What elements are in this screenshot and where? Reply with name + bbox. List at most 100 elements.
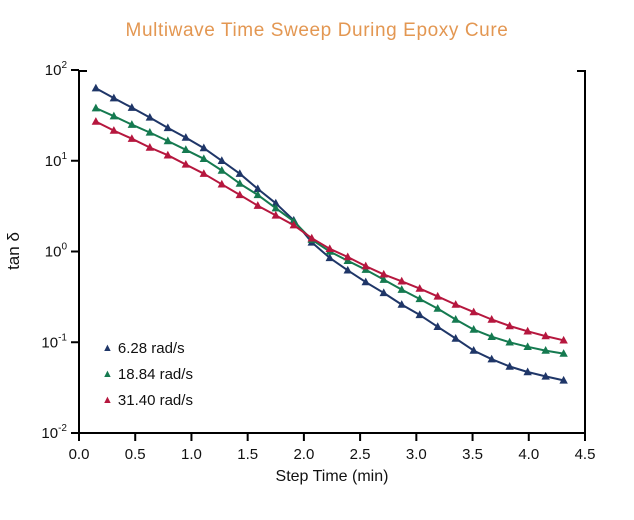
series-marker-0: [145, 112, 155, 121]
series-marker-2: [541, 331, 550, 340]
series-marker-0: [181, 133, 191, 141]
triangle-marker-icon: ▲: [102, 368, 113, 380]
series-marker-1: [433, 304, 442, 312]
series-marker-2: [145, 142, 155, 151]
series-marker-1: [415, 294, 424, 303]
series-marker-1: [127, 120, 137, 128]
x-tick-label: 3.0: [406, 446, 427, 463]
series-marker-1: [487, 332, 496, 340]
series-marker-2: [109, 126, 119, 134]
x-tick-label: 3.5: [462, 446, 483, 463]
series-marker-2: [379, 269, 388, 278]
x-tick-label: 0.0: [69, 446, 90, 463]
legend: ▲ 6.28 rad/s ▲ 18.84 rad/s ▲ 31.40 rad/s: [102, 338, 193, 411]
series-marker-0: [163, 123, 173, 132]
legend-item: ▲ 31.40 rad/s: [102, 390, 193, 411]
series-marker-0: [559, 375, 568, 384]
legend-label: 31.40 rad/s: [117, 392, 193, 409]
series-marker-2: [253, 201, 262, 209]
series-marker-2: [523, 326, 532, 335]
series-marker-1: [181, 145, 191, 154]
series-marker-0: [253, 184, 262, 193]
series-marker-2: [361, 261, 370, 270]
series-marker-2: [181, 159, 191, 168]
series-marker-1: [271, 203, 280, 212]
y-tick-label: 100: [45, 242, 68, 261]
series-marker-2: [433, 291, 442, 300]
y-tick-label: 102: [45, 60, 68, 79]
x-tick-label: 1.0: [181, 446, 202, 463]
series-marker-1: [217, 166, 227, 174]
series-line-1: [95, 107, 564, 355]
series-marker-1: [541, 346, 550, 354]
series-marker-0: [505, 362, 514, 370]
series-marker-0: [487, 354, 496, 363]
legend-item: ▲ 6.28 rad/s: [102, 338, 193, 359]
x-tick-label: 1.5: [237, 446, 258, 463]
series-marker-0: [343, 265, 352, 274]
series-marker-2: [559, 335, 568, 344]
y-axis-label: tan δ: [4, 232, 23, 270]
legend-label: 6.28 rad/s: [117, 340, 185, 357]
series-marker-1: [163, 136, 173, 145]
series-marker-1: [379, 275, 388, 283]
series-marker-0: [523, 367, 532, 376]
series-marker-2: [487, 315, 496, 323]
series-marker-0: [469, 346, 478, 354]
series-marker-1: [253, 190, 262, 199]
series-marker-1: [505, 337, 514, 346]
series-marker-1: [109, 111, 119, 120]
x-axis-label: Step Time (min): [275, 468, 389, 485]
x-tick-label: 0.5: [125, 446, 146, 463]
series-marker-1: [523, 342, 532, 351]
series-marker-2: [217, 179, 227, 188]
series-marker-0: [109, 93, 119, 102]
series-marker-1: [469, 325, 478, 333]
series-marker-2: [343, 252, 352, 261]
series-marker-2: [397, 276, 406, 285]
y-tick-label: 10-2: [41, 423, 67, 442]
series-marker-2: [127, 134, 137, 142]
series-marker-0: [325, 253, 334, 262]
series-marker-1: [235, 179, 244, 187]
series-marker-0: [91, 83, 101, 92]
series-marker-0: [451, 333, 460, 342]
y-tick-label: 10-1: [41, 332, 67, 351]
series-marker-2: [289, 220, 298, 229]
series-marker-0: [361, 277, 370, 286]
series-marker-1: [451, 315, 460, 323]
series-marker-2: [235, 190, 244, 199]
series-marker-1: [91, 103, 101, 112]
series-marker-2: [271, 210, 280, 219]
series-marker-0: [379, 288, 388, 297]
series-marker-2: [415, 284, 424, 292]
series-marker-1: [559, 349, 568, 357]
chart-title: Multiwave Time Sweep During Epoxy Cure: [125, 20, 509, 41]
series-marker-0: [433, 322, 442, 330]
series-marker-0: [235, 169, 244, 177]
triangle-marker-icon: ▲: [102, 342, 113, 354]
series-marker-2: [91, 117, 101, 125]
legend-label: 18.84 rad/s: [117, 366, 193, 383]
series-marker-1: [199, 154, 209, 163]
series-marker-1: [145, 127, 155, 136]
x-tick-label: 4.5: [575, 446, 596, 463]
series-marker-2: [163, 150, 173, 159]
legend-item: ▲ 18.84 rad/s: [102, 364, 193, 385]
series-marker-0: [271, 198, 280, 207]
series-marker-0: [541, 371, 550, 380]
series-marker-2: [505, 321, 514, 330]
series-marker-0: [397, 300, 406, 308]
x-tick-label: 4.0: [518, 446, 539, 463]
x-tick-label: 2.0: [293, 446, 314, 463]
series-marker-1: [397, 285, 406, 293]
series-marker-2: [199, 169, 209, 177]
series-marker-0: [415, 310, 424, 319]
y-tick-label: 101: [45, 151, 68, 170]
series-marker-2: [469, 307, 478, 316]
series-marker-0: [127, 103, 137, 111]
series-marker-2: [325, 244, 334, 253]
series-marker-2: [307, 233, 316, 242]
